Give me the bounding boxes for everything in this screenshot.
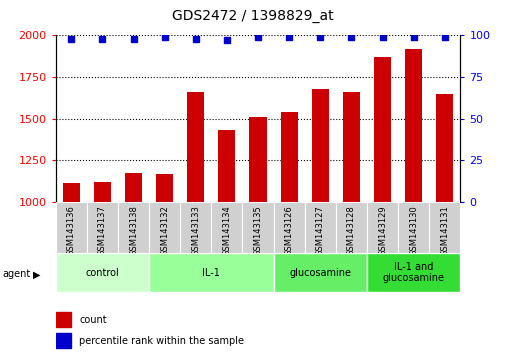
- Bar: [118, 202, 149, 253]
- Text: glucosamine: glucosamine: [289, 268, 350, 278]
- Bar: [187, 92, 204, 202]
- Bar: [56, 333, 71, 348]
- Bar: [373, 57, 390, 202]
- Text: percentile rank within the sample: percentile rank within the sample: [79, 336, 244, 346]
- Text: control: control: [85, 268, 119, 278]
- Bar: [273, 202, 304, 253]
- Text: GSM143129: GSM143129: [377, 205, 386, 256]
- Text: GSM143128: GSM143128: [346, 205, 356, 256]
- Text: GSM143136: GSM143136: [67, 205, 76, 256]
- Bar: [366, 253, 460, 292]
- Text: GSM143133: GSM143133: [191, 205, 200, 256]
- Bar: [149, 202, 180, 253]
- Bar: [249, 117, 266, 202]
- Bar: [342, 92, 360, 202]
- Bar: [435, 94, 452, 202]
- Text: GSM143138: GSM143138: [129, 205, 138, 256]
- Bar: [304, 202, 335, 253]
- Bar: [87, 202, 118, 253]
- Bar: [311, 88, 328, 202]
- Bar: [280, 112, 297, 202]
- Text: agent: agent: [3, 269, 31, 279]
- Bar: [149, 253, 273, 292]
- Bar: [397, 202, 428, 253]
- Text: GSM143127: GSM143127: [315, 205, 324, 256]
- Bar: [125, 173, 142, 202]
- Text: GSM143137: GSM143137: [97, 205, 107, 256]
- Bar: [56, 202, 87, 253]
- Text: count: count: [79, 314, 107, 325]
- Bar: [335, 202, 366, 253]
- Bar: [211, 202, 242, 253]
- Text: GSM143134: GSM143134: [222, 205, 231, 256]
- Text: GSM143132: GSM143132: [160, 205, 169, 256]
- Bar: [218, 130, 235, 202]
- Text: GSM143126: GSM143126: [284, 205, 293, 256]
- Bar: [405, 49, 422, 202]
- Bar: [273, 253, 366, 292]
- Text: GSM143131: GSM143131: [439, 205, 448, 256]
- Bar: [366, 202, 397, 253]
- Bar: [180, 202, 211, 253]
- Bar: [156, 174, 173, 202]
- Text: ▶: ▶: [33, 269, 40, 279]
- Bar: [63, 183, 80, 202]
- Text: IL-1: IL-1: [202, 268, 220, 278]
- Text: GDS2472 / 1398829_at: GDS2472 / 1398829_at: [172, 9, 333, 23]
- Bar: [242, 202, 273, 253]
- Bar: [428, 202, 460, 253]
- Text: IL-1 and
glucosamine: IL-1 and glucosamine: [382, 262, 444, 284]
- Bar: [56, 253, 149, 292]
- Bar: [56, 312, 71, 327]
- Bar: [93, 182, 111, 202]
- Text: GSM143130: GSM143130: [409, 205, 418, 256]
- Text: GSM143135: GSM143135: [253, 205, 262, 256]
